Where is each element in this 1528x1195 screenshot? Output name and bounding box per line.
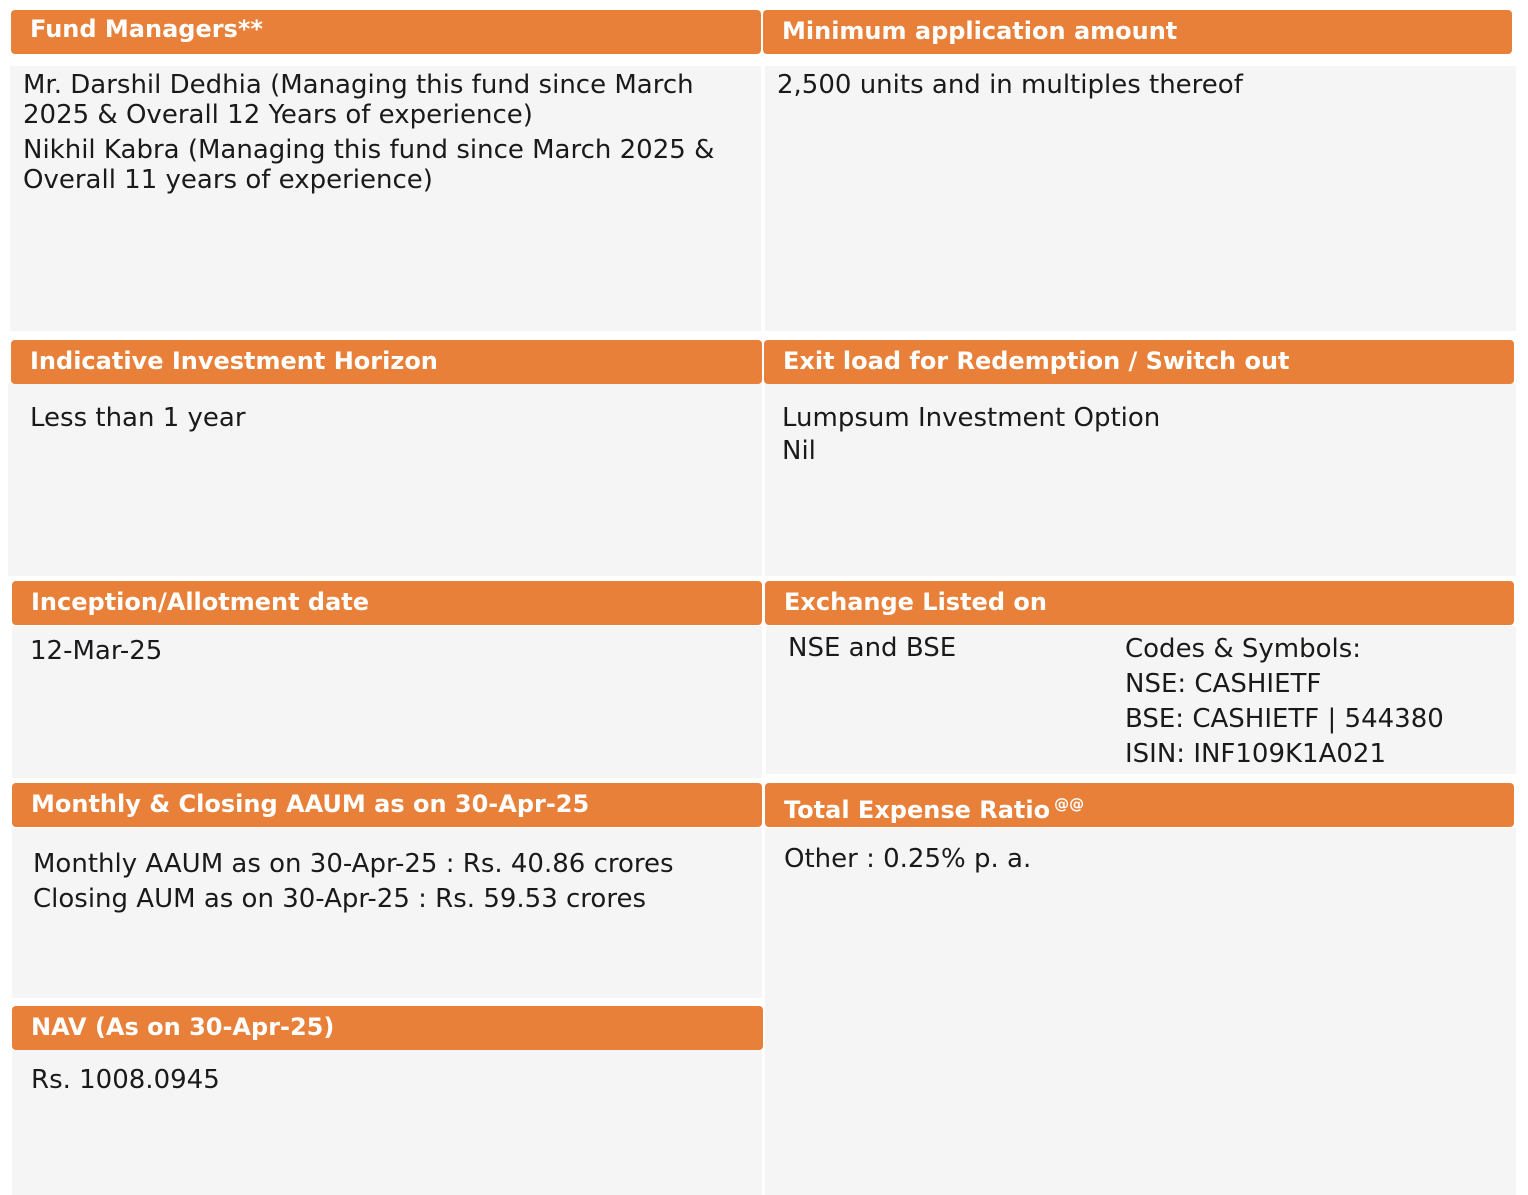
fund-managers-header: Fund Managers** xyxy=(11,10,761,54)
fund-manager-line: Nikhil Kabra (Managing this fund since M… xyxy=(23,135,715,165)
exit-load-option: Lumpsum Investment Option xyxy=(782,403,1161,433)
panel-fund-managers xyxy=(10,66,761,331)
panel-exit-load xyxy=(765,384,1516,576)
expense-ratio-header: Total Expense Ratio @@ xyxy=(765,783,1514,827)
fund-manager-line: 2025 & Overall 12 Years of experience) xyxy=(23,100,533,130)
fund-manager-line: Mr. Darshil Dedhia (Managing this fund s… xyxy=(23,70,694,100)
exchange-code-line: BSE: CASHIETF | 544380 xyxy=(1125,704,1444,734)
investment-horizon-text: Less than 1 year xyxy=(30,403,246,433)
fund-managers-text: Mr. Darshil Dedhia (Managing this fund s… xyxy=(23,70,714,195)
exchange-listed: NSE and BSE xyxy=(788,633,957,663)
aaum-closing: Closing AUM as on 30-Apr-25 : Rs. 59.53 … xyxy=(33,884,646,914)
inception-header: Inception/Allotment date xyxy=(12,581,762,625)
expense-ratio-title: Total Expense Ratio xyxy=(784,796,1051,824)
panel-nav xyxy=(12,1050,762,1195)
expense-ratio-superscript: @@ xyxy=(1054,795,1085,813)
exchange-codes: Codes & Symbols: NSE: CASHIETF BSE: CASH… xyxy=(1125,632,1444,772)
panel-aaum xyxy=(12,828,762,998)
panel-investment-horizon xyxy=(8,384,762,576)
panel-exchange xyxy=(766,626,1516,774)
expense-ratio-text: Other : 0.25% p. a. xyxy=(784,844,1032,874)
inception-date: 12-Mar-25 xyxy=(30,636,163,666)
aaum-monthly: Monthly AAUM as on 30-Apr-25 : Rs. 40.86… xyxy=(33,849,674,879)
panel-min-application xyxy=(765,66,1516,331)
exchange-header: Exchange Listed on xyxy=(765,581,1514,625)
aaum-header: Monthly & Closing AAUM as on 30-Apr-25 xyxy=(12,783,762,827)
exchange-code-line: Codes & Symbols: xyxy=(1125,634,1362,664)
exchange-code-line: ISIN: INF109K1A021 xyxy=(1125,739,1387,769)
exit-load-value: Nil xyxy=(782,436,816,466)
exchange-code-line: NSE: CASHIETF xyxy=(1125,669,1322,699)
nav-header: NAV (As on 30-Apr-25) xyxy=(12,1006,763,1050)
min-application-header: Minimum application amount xyxy=(763,10,1512,54)
aaum-text: Monthly AAUM as on 30-Apr-25 : Rs. 40.86… xyxy=(33,847,674,917)
exit-load-text: Lumpsum Investment Option Nil xyxy=(782,402,1160,468)
panel-expense-ratio xyxy=(765,828,1516,1195)
exit-load-header: Exit load for Redemption / Switch out xyxy=(764,340,1514,384)
panel-inception xyxy=(12,626,762,778)
min-application-text: 2,500 units and in multiples thereof xyxy=(777,70,1243,100)
nav-value: Rs. 1008.0945 xyxy=(31,1065,220,1095)
investment-horizon-header: Indicative Investment Horizon xyxy=(11,340,762,384)
fund-manager-line: Overall 11 years of experience) xyxy=(23,165,433,195)
